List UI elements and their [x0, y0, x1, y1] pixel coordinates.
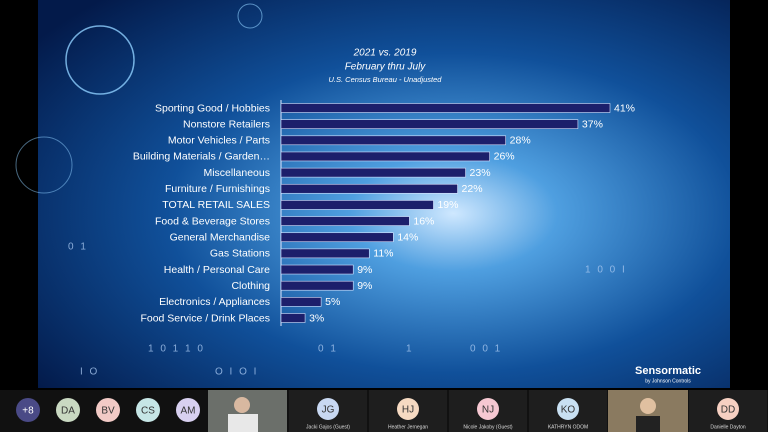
- avatar[interactable]: [136, 398, 160, 422]
- video-person: [228, 414, 258, 432]
- category-label: General Merchandise: [170, 232, 271, 244]
- value-label: 9%: [357, 264, 372, 276]
- chart-source: U.S. Census Bureau - Unadjusted: [329, 75, 443, 84]
- category-label: Furniture / Furnishings: [165, 183, 270, 195]
- bar: [280, 135, 506, 146]
- avatar[interactable]: [56, 398, 80, 422]
- value-label: 37%: [582, 118, 603, 130]
- decor-text: 1 0 0 I: [585, 265, 627, 276]
- avatar-initials: CS: [141, 406, 155, 417]
- logo-sub: by Johnson Controls: [645, 378, 691, 384]
- bar: [280, 313, 306, 323]
- avatar: [397, 398, 419, 420]
- decor-text: 0 1: [318, 344, 338, 355]
- participant-name: Nicole Jakoby (Guest): [463, 424, 513, 430]
- category-label: Nonstore Retailers: [183, 118, 270, 130]
- decor-text: 1: [406, 344, 414, 355]
- avatar[interactable]: [176, 398, 200, 422]
- category-label: Electronics / Appliances: [159, 296, 270, 308]
- bar: [280, 280, 354, 291]
- bar: [280, 232, 394, 243]
- avatar: [717, 398, 739, 420]
- bar: [280, 167, 466, 178]
- bar: [280, 151, 490, 162]
- avatar-initials: DA: [61, 406, 75, 417]
- decor-text: 0 1: [68, 242, 88, 253]
- value-label: 11%: [373, 248, 393, 260]
- category-label: Miscellaneous: [203, 167, 270, 179]
- bar: [280, 297, 322, 307]
- value-label: 14%: [397, 232, 418, 244]
- avatar-initials: HJ: [402, 405, 414, 416]
- value-label: 19%: [437, 199, 458, 211]
- category-label: Motor Vehicles / Parts: [168, 135, 270, 147]
- participant-name: Heather Jernegan: [388, 424, 428, 430]
- participant-name: Danielle Dayton: [710, 424, 746, 430]
- value-label: 28%: [510, 135, 531, 147]
- value-label: 3%: [309, 312, 324, 324]
- avatar-initials: JG: [322, 405, 335, 416]
- decor-ring: [237, 3, 263, 29]
- value-label: 22%: [462, 183, 483, 195]
- bar: [280, 264, 354, 275]
- category-label: Health / Personal Care: [164, 264, 270, 276]
- decor-ring: [65, 25, 135, 95]
- avatar-initials: AM: [181, 406, 196, 417]
- category-label: Building Materials / Garden…: [133, 151, 270, 163]
- category-label: Sporting Good / Hobbies: [155, 102, 270, 114]
- decor-text: 0 0 1: [470, 344, 502, 355]
- bar: [280, 103, 611, 113]
- category-label: Clothing: [231, 280, 270, 292]
- value-label: 5%: [325, 296, 340, 308]
- video-person: [234, 397, 250, 413]
- avatar-initials: NJ: [482, 405, 494, 416]
- slide-background: [38, 0, 730, 388]
- bar: [280, 119, 579, 129]
- avatar: [317, 398, 339, 420]
- avatar-initials: KO: [561, 405, 576, 416]
- decor-text: 1 0 1 1 0: [148, 344, 205, 355]
- avatar: [477, 398, 499, 420]
- avatar[interactable]: [16, 398, 40, 422]
- decor-text: I O: [80, 367, 99, 378]
- value-label: 9%: [357, 280, 372, 292]
- category-label: Food Service / Drink Places: [140, 312, 270, 324]
- avatar[interactable]: [96, 398, 120, 422]
- video-person: [640, 398, 656, 414]
- category-label: Food & Beverage Stores: [155, 215, 270, 227]
- participant-name: KATHRYN ODOM: [548, 424, 588, 430]
- chart-title: 2021 vs. 2019: [353, 48, 417, 59]
- bar: [280, 216, 410, 226]
- avatar-initials: BV: [101, 406, 115, 417]
- avatar: [557, 398, 579, 420]
- value-label: 41%: [614, 102, 635, 114]
- decor-ring: [15, 136, 73, 194]
- category-label: Gas Stations: [210, 248, 270, 260]
- category-label: TOTAL RETAIL SALES: [162, 199, 270, 211]
- avatar-initials: DD: [721, 405, 735, 416]
- value-label: 23%: [470, 167, 491, 179]
- chart-subtitle: February thru July: [345, 62, 427, 73]
- value-label: 26%: [494, 151, 515, 163]
- bar: [280, 183, 458, 194]
- overflow-count: +8: [22, 406, 34, 417]
- participant-name: Jacki Gajos (Guest): [306, 424, 350, 430]
- value-label: 16%: [413, 215, 434, 227]
- bar: [280, 200, 434, 210]
- decor-text: O I O I: [215, 367, 258, 378]
- logo: Sensormatic: [635, 365, 701, 377]
- bar: [280, 248, 370, 259]
- video-person: [636, 416, 660, 432]
